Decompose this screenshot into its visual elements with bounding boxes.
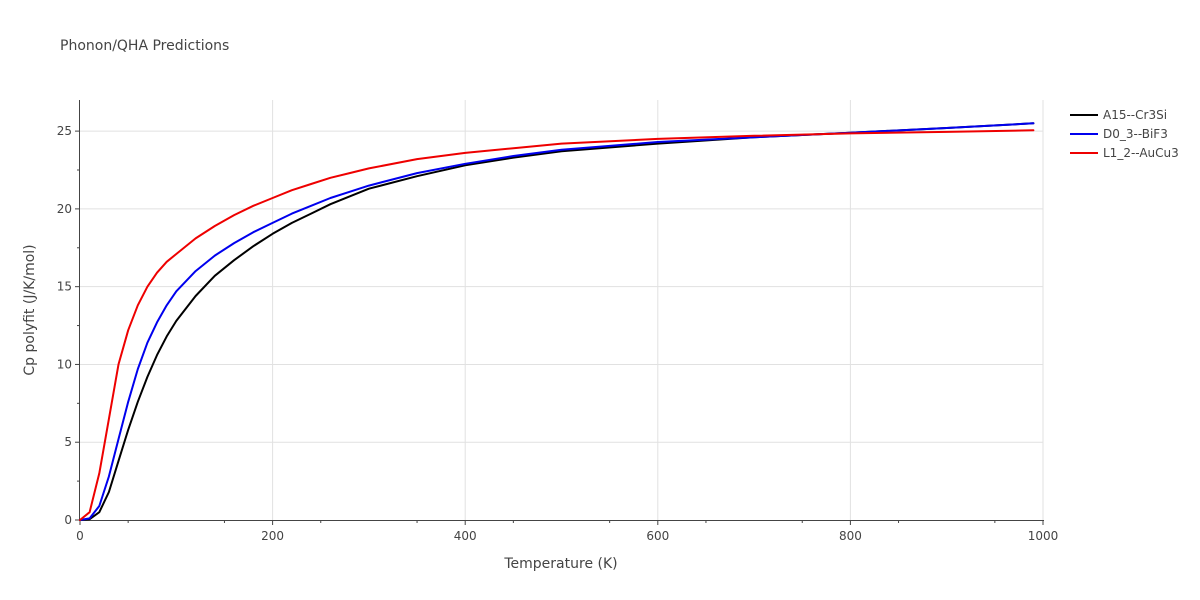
axes [79,100,1044,521]
series-lines [79,122,1035,521]
legend-item[interactable]: D0_3--BiF3 [1070,127,1168,141]
series-line-l1-2-aucu3 [79,129,1035,521]
y-tick-label: 25 [57,124,72,138]
y-tick-label: 10 [57,357,72,371]
legend-item[interactable]: A15--Cr3Si [1070,108,1167,122]
legend[interactable]: A15--Cr3Si D0_3--BiF3 L1_2--AuCu3 [1070,108,1179,160]
x-tick-label: 1000 [1028,529,1059,543]
legend-label: A15--Cr3Si [1103,108,1167,122]
y-tick-label: 5 [64,435,72,449]
x-axis-title: Temperature (K) [503,556,617,572]
x-tick-label: 0 [76,529,84,543]
y-tick-label: 20 [57,202,72,216]
series-line-d0-3-bif3 [79,122,1035,521]
tick-labels: 0 200 400 600 800 1000 0 5 10 15 20 25 [57,124,1059,543]
legend-label: D0_3--BiF3 [1103,127,1168,141]
legend-item[interactable]: L1_2--AuCu3 [1070,146,1179,160]
chart-title: Phonon/QHA Predictions [60,38,229,54]
y-tick-label: 0 [64,513,72,527]
legend-label: L1_2--AuCu3 [1103,146,1179,160]
y-tick-label: 15 [57,280,72,294]
x-tick-label: 600 [646,529,669,543]
grid [80,100,1044,520]
x-tick-label: 200 [261,529,284,543]
x-tick-label: 800 [839,529,862,543]
series-line-a15-cr3si [79,122,1035,521]
y-axis-title: Cp polyfit (J/K/mol) [22,244,38,375]
x-tick-label: 400 [454,529,477,543]
